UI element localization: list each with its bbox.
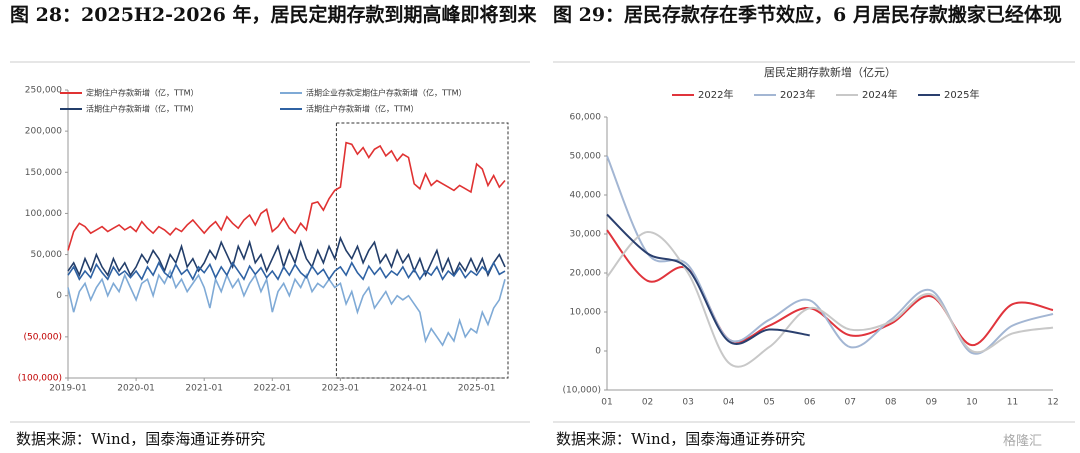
heading: 图 29：居民存款存在季节效应，6 月居民存款搬家已经体现 (553, 4, 1062, 26)
series-line (67, 268, 506, 347)
x-tick-label: 02 (642, 398, 653, 408)
series-line (67, 141, 506, 251)
x-tick-label: 03 (682, 398, 693, 408)
heading: 图 28：2025H2-2026 年，居民定期存款到期高峰即将到来 (10, 4, 537, 26)
legend-label: 2024年 (862, 88, 897, 101)
y-tick-label: 200,000 (25, 127, 62, 137)
legend-label: 2025年 (944, 88, 979, 101)
y-tick-label: 0 (595, 347, 601, 357)
series-line (606, 155, 1054, 355)
y-tick-label: 50,000 (570, 152, 602, 162)
x-tick-label: 2022-01 (254, 384, 292, 394)
y-tick-label: 250,000 (25, 86, 62, 96)
legend-label: 活期住户存款新增（亿，TTM） (306, 104, 419, 114)
x-tick-label: 2021-01 (185, 384, 223, 394)
y-tick-label: 40,000 (570, 191, 602, 201)
x-tick-label: 11 (1007, 398, 1018, 408)
x-tick-label: 2023-01 (322, 384, 360, 394)
highlight-box (335, 122, 509, 379)
series-line (606, 229, 1054, 347)
x-tick-label: 05 (763, 398, 774, 408)
x-tick-label: 07 (845, 398, 856, 408)
x-tick-label: 2019-01 (49, 384, 87, 394)
y-tick-label: 60,000 (570, 113, 602, 123)
series-line (67, 261, 506, 282)
legend-label: 活期企业存款定期住户存款新增（亿，TTM） (306, 88, 467, 98)
legend-label: 活期住户存款新增（亿，TTM） (86, 104, 199, 114)
x-tick-label: 2020-01 (117, 384, 155, 394)
x-tick-label: 10 (966, 398, 978, 408)
legend-label: 2023年 (780, 88, 815, 101)
source: 数据来源：Wind，国泰海通证券研究 (16, 430, 266, 448)
y-tick-label: 10,000 (570, 308, 602, 318)
x-tick-label: 01 (601, 398, 612, 408)
series-line (606, 213, 810, 345)
series-line (606, 231, 1054, 368)
x-tick-label: 04 (723, 398, 735, 408)
x-tick-label: 06 (804, 398, 816, 408)
chart-title: 居民定期存款新增（亿元） (764, 65, 896, 79)
y-tick-label: (10,000) (562, 386, 601, 396)
x-tick-label: 09 (926, 398, 938, 408)
y-tick-label: 0 (56, 291, 62, 301)
legend-label: 定期住户存款新增（亿，TTM） (86, 88, 199, 98)
y-tick-label: (100,000) (18, 374, 62, 384)
series-line (67, 235, 506, 278)
y-tick-label: 50,000 (31, 250, 63, 260)
legend-label: 2022年 (698, 88, 733, 101)
source: 数据来源：Wind，国泰海通证券研究 (556, 430, 806, 448)
y-tick-label: 100,000 (25, 209, 62, 219)
y-tick-label: 20,000 (570, 269, 602, 279)
y-tick-label: 150,000 (25, 168, 62, 178)
x-tick-label: 2025-01 (458, 384, 496, 394)
watermark: 格隆汇 (1003, 434, 1043, 449)
y-tick-label: 30,000 (570, 230, 602, 240)
x-tick-label: 08 (885, 398, 897, 408)
x-tick-label: 12 (1047, 398, 1058, 408)
y-tick-label: (50,000) (23, 332, 62, 342)
x-tick-label: 2024-01 (390, 384, 428, 394)
